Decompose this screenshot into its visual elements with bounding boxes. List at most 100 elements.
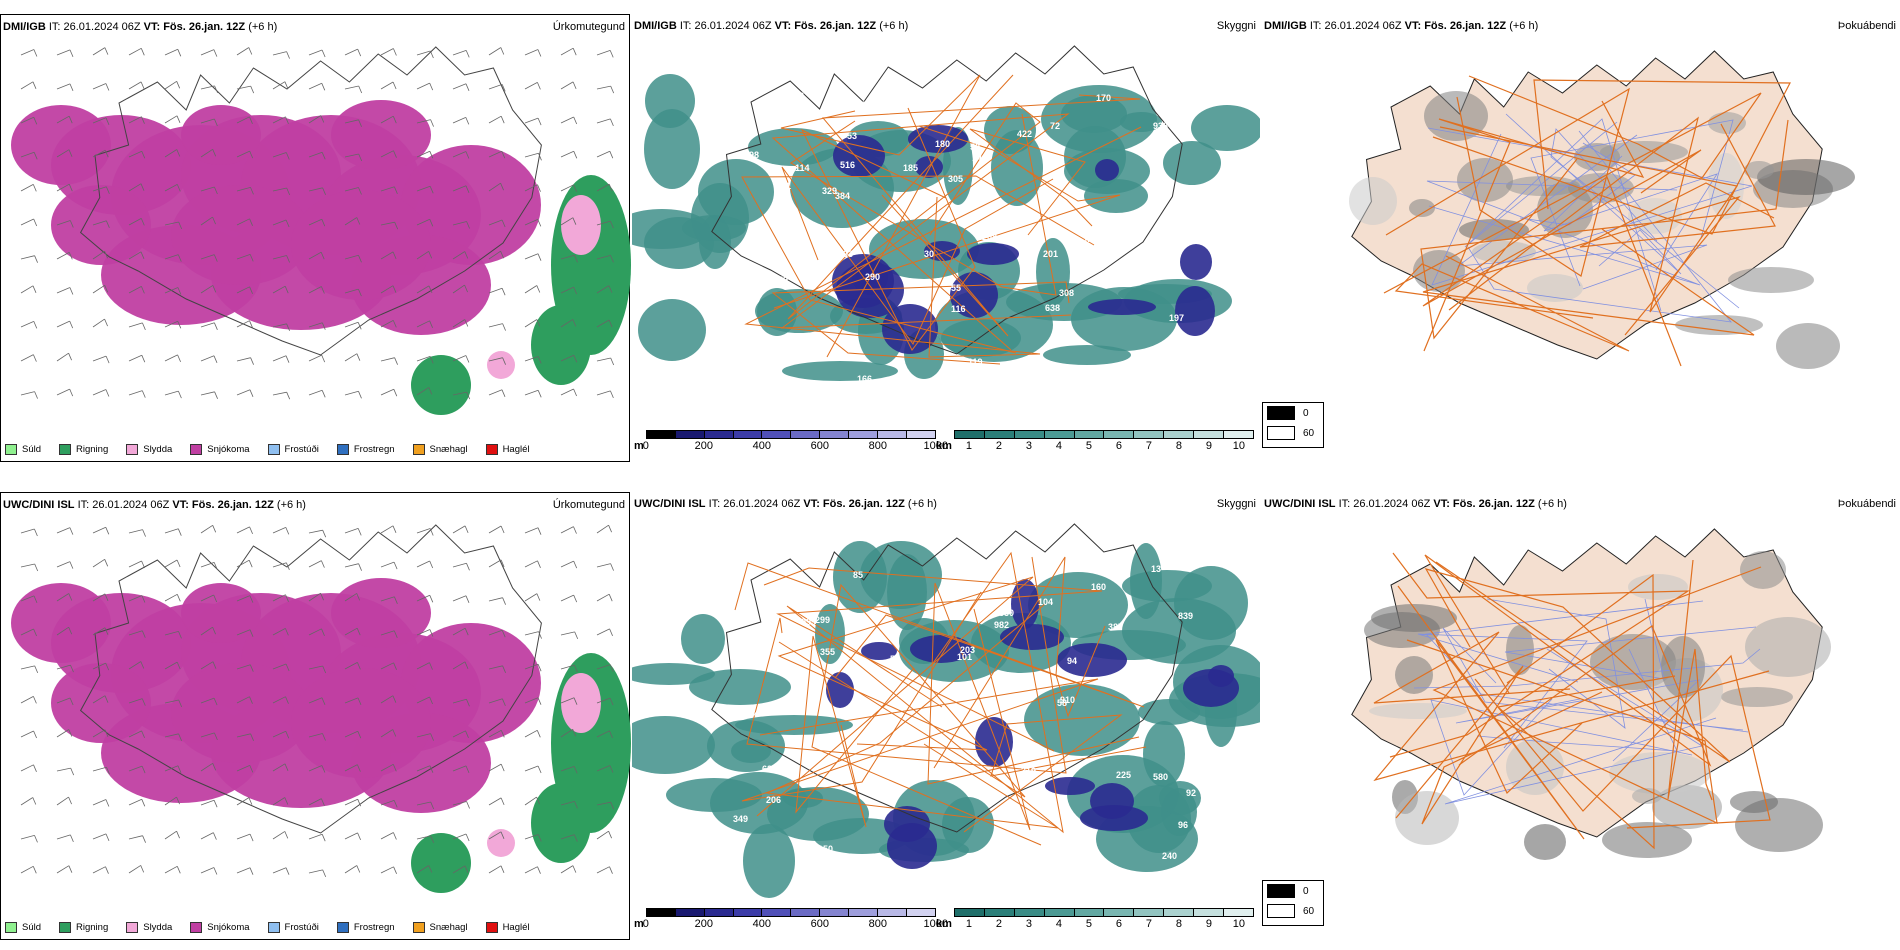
cloud-base-area	[1095, 159, 1119, 181]
fog-legend-item: 60	[1263, 423, 1323, 443]
cloud-base-area	[975, 717, 1013, 767]
colorbar-tick: 10	[1232, 918, 1246, 930]
legend-label: Snjókoma	[207, 444, 250, 455]
fog-area	[1369, 703, 1467, 719]
cloud-base-label: 166	[857, 374, 872, 384]
colorbar-tick: 200	[694, 918, 713, 930]
visibility-map: 839 982 865 999 355 240 92 580 374 387 206 104 96 349…	[632, 523, 1260, 898]
legend-swatch	[126, 922, 139, 933]
colorbar-segment	[906, 909, 935, 916]
cloud-base-area	[1088, 299, 1156, 315]
cloud-base-label: 13	[1151, 564, 1161, 574]
cloud-base-label: 638	[1045, 303, 1060, 313]
cloud-base-label: 374	[744, 709, 759, 719]
colorbar-segment	[1104, 909, 1135, 916]
precip-legend-item: Súld	[5, 444, 41, 455]
visibility-area	[1071, 287, 1177, 351]
cloud-base-label: 58	[1057, 698, 1067, 708]
cloud-base-label: 910	[1060, 695, 1075, 705]
colorbar-segment	[791, 431, 821, 438]
visibility-panel-dmi: DMI/IGB IT: 26.01.2024 06Z VT: Fös. 26.j…	[632, 14, 1260, 462]
coastline	[711, 523, 1183, 833]
fog-legend-item: 0	[1263, 403, 1323, 423]
precip-legend-item: Haglél	[485, 922, 530, 933]
fog-area	[1527, 274, 1583, 302]
snow-area	[401, 145, 541, 265]
road-network	[1383, 75, 1791, 367]
cloud-base-label: 938	[1153, 121, 1168, 131]
legend-swatch	[1267, 426, 1295, 440]
cloud-base-label: 85	[745, 269, 755, 279]
cloud-base-area	[915, 156, 943, 178]
legend-label: Frostúði	[284, 922, 319, 933]
visibility-area	[1043, 345, 1131, 365]
init-time: IT: 26.01.2024 06Z	[77, 499, 170, 511]
fog-area	[1708, 153, 1744, 219]
sleet-area	[487, 829, 515, 857]
precip-field	[11, 578, 631, 893]
legend-label: 0	[1303, 407, 1309, 419]
cloud-base-label: 865	[758, 624, 773, 634]
cloud-base-label: 50	[890, 654, 900, 664]
visibility-map: 883 170 305 197 161 290 208 668 432 93 201 516 185 42…	[632, 45, 1260, 393]
cloud-base-colorbar: m 0 200 400 600 800 1000	[634, 908, 948, 930]
precip-legend-item: Rigning	[59, 444, 108, 455]
cloud-base-label: 839	[1178, 611, 1193, 621]
fog-area	[1652, 785, 1722, 829]
colorbar-segment	[1014, 909, 1045, 916]
fog-area	[1744, 161, 1774, 179]
cloud-base-label: 206	[766, 795, 781, 805]
fog-legend: 0 60	[1262, 880, 1324, 926]
rain-area	[531, 305, 591, 385]
cloud-base-label: 365	[1028, 368, 1043, 378]
legend-label: Rigning	[76, 444, 109, 455]
cloud-base-label: 160	[1091, 582, 1106, 592]
cloud-base-colorbar: m 0 200 400 600 800 1000	[634, 430, 948, 452]
cloud-base-label: 51	[952, 380, 962, 390]
legend-label: Súld	[22, 444, 42, 455]
panel-header: DMI/IGB IT: 26.01.2024 06Z VT: Fös. 26.j…	[1264, 20, 1538, 32]
model-name: DMI/IGB	[1264, 20, 1307, 32]
fog-area	[1395, 656, 1433, 694]
fog-legend: 0 60	[1262, 402, 1324, 448]
colorbar-tick: 1000	[923, 918, 949, 930]
precip-legend: Súld Rigning Slydda Snjókoma Frostúði Frostre…	[5, 922, 530, 933]
cloud-base-label: 308	[1059, 288, 1074, 298]
sleet-area	[561, 673, 601, 733]
colorbar-segment	[646, 431, 676, 438]
cloud-base-label: 30	[924, 249, 934, 259]
colorbar-segment	[1014, 431, 1045, 438]
cloud-base-label: 240	[1162, 851, 1177, 861]
colorbar-unit: km	[936, 918, 952, 930]
cloud-base-label: 114	[795, 163, 810, 173]
precip-legend-item: Frostregn	[336, 444, 395, 455]
lead-time: (+6 h)	[879, 20, 909, 32]
visibility-area	[1120, 112, 1162, 132]
precip-legend-item: Snæhagl	[412, 922, 468, 933]
colorbar-tick: 10	[1232, 440, 1246, 452]
colorbar-tick: 7	[1145, 918, 1152, 930]
colorbar-segment	[646, 909, 676, 916]
cloud-base-label: 201	[1043, 249, 1058, 259]
colorbar-tick: 800	[868, 440, 887, 452]
colorbar-segment	[820, 431, 850, 438]
cloud-base-label: 329	[822, 186, 837, 196]
cloud-base-area	[882, 304, 938, 354]
colorbar-tick: 600	[810, 440, 829, 452]
colorbar-unit: m	[634, 440, 644, 452]
colorbar-segment	[984, 909, 1015, 916]
colorbar-unit: m	[634, 918, 644, 930]
valid-time: VT: Fös. 26.jan. 12Z	[143, 21, 246, 33]
cloud-base-label: 225	[1116, 770, 1131, 780]
colorbar-segment	[704, 909, 734, 916]
cloud-base-label: 319	[1021, 766, 1036, 776]
colorbar-segment	[1164, 909, 1195, 916]
legend-label: Haglél	[502, 444, 530, 455]
fog-panel-dmi: DMI/IGB IT: 26.01.2024 06Z VT: Fös. 26.j…	[1262, 14, 1900, 462]
legend-swatch	[126, 444, 139, 455]
rain-area	[411, 833, 471, 893]
precip-legend-item: Frostregn	[336, 922, 395, 933]
visibility-area	[767, 787, 869, 841]
legend-swatch	[190, 444, 203, 455]
fog-area	[1721, 687, 1793, 707]
